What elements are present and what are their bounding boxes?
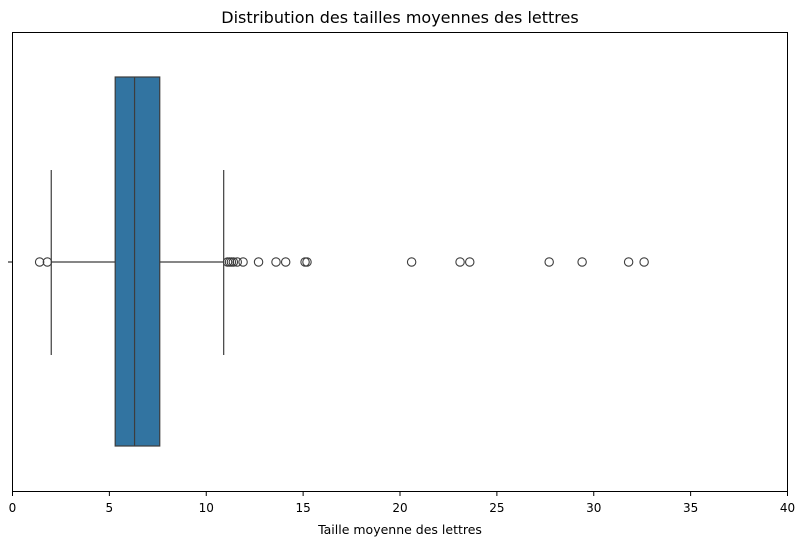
x-tick-label: 20 [392, 501, 407, 515]
outlier-point [34, 257, 45, 267]
chart-marks [34, 76, 649, 447]
chart-title: Distribution des tailles moyennes des le… [221, 8, 578, 27]
outlier-point [623, 257, 634, 267]
x-tick-label: 10 [199, 501, 214, 515]
outlier-point [544, 257, 554, 267]
x-tick-label: 15 [295, 501, 310, 515]
outlier-point [253, 257, 264, 267]
x-tick-label: 35 [683, 501, 698, 515]
outlier-point [300, 257, 310, 267]
x-tick-label: 25 [489, 501, 504, 515]
x-tick-label: 30 [586, 501, 601, 515]
outlier-point [577, 257, 587, 267]
x-tick-label: 5 [106, 501, 114, 515]
outlier-point [406, 257, 417, 267]
outlier-point [280, 257, 291, 267]
outlier-point [232, 257, 243, 267]
x-axis-label: Taille moyenne des lettres [317, 522, 482, 537]
x-tick-label: 0 [9, 501, 17, 515]
outlier-point [238, 257, 248, 267]
outlier-point [302, 257, 312, 267]
outlier-point [639, 257, 649, 267]
x-axis-ticks: 0 5 10 15 20 25 30 35 40 [9, 491, 795, 515]
outlier-point [455, 257, 465, 267]
x-tick-label: 40 [780, 501, 795, 515]
outlier-point [42, 257, 53, 267]
outlier-point [464, 257, 475, 267]
outlier-point [228, 257, 239, 267]
outlier-point [271, 257, 281, 267]
iqr-box [114, 76, 161, 447]
